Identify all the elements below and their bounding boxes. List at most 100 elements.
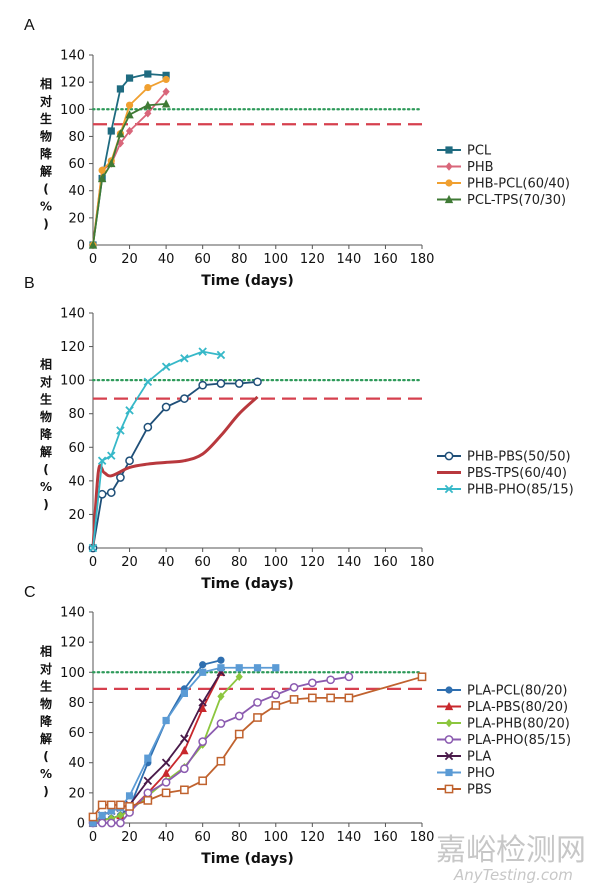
legend-entry: PHO	[437, 766, 495, 781]
x-tick-label: 120	[300, 252, 325, 267]
data-point	[161, 99, 171, 108]
y-axis-title-char: 解	[40, 444, 52, 459]
data-point	[162, 71, 170, 79]
y-tick-label: 120	[60, 76, 85, 91]
y-axis-title-char: )	[43, 498, 48, 512]
data-point	[253, 713, 262, 722]
data-point	[143, 796, 153, 805]
data-point	[234, 729, 244, 739]
y-axis-title-char: 降	[40, 146, 53, 161]
data-point	[125, 456, 134, 466]
data-point	[107, 127, 115, 135]
legend-swatch-marker	[445, 718, 453, 728]
y-tick-label: 40	[68, 184, 85, 199]
y-tick-label: 20	[68, 786, 85, 801]
data-point	[143, 422, 153, 432]
data-point	[125, 792, 134, 800]
y-tick-label: 40	[68, 756, 85, 771]
x-tick-label: 40	[158, 555, 175, 570]
x-tick-label: 180	[410, 555, 435, 570]
y-tick-label: 100	[60, 103, 85, 118]
data-point	[216, 756, 226, 766]
data-point	[199, 668, 207, 676]
series-line	[92, 350, 222, 549]
y-tick-label: 0	[77, 542, 85, 557]
legend-entry: PCL	[437, 144, 492, 159]
legend-swatch-marker	[445, 162, 453, 171]
data-point	[125, 802, 134, 811]
panel-a: A 0 20 40 60 80 100 120 140 0 20 40 60 80 100 120 140 160…	[24, 17, 570, 289]
data-point	[125, 126, 134, 136]
x-tick-label: 180	[410, 252, 435, 267]
series-line	[91, 395, 259, 549]
legend-label: PLA-PHO(85/15)	[467, 733, 571, 748]
data-point	[116, 426, 125, 435]
data-point	[143, 100, 153, 109]
legend-entry: PCL-TPS(70/30)	[437, 193, 566, 208]
data-point	[88, 543, 98, 553]
y-axis-title-char: 物	[40, 409, 52, 424]
x-tick-label: 20	[121, 252, 138, 267]
data-point	[106, 488, 116, 497]
data-point	[161, 768, 171, 777]
data-point	[235, 672, 243, 682]
y-axis-title-char: %	[40, 767, 52, 781]
data-point	[97, 818, 107, 828]
legend-entry: PHB-PHO(85/15)	[437, 483, 574, 498]
data-point	[289, 683, 299, 692]
legend-swatch-marker	[444, 701, 454, 711]
x-tick-label: 0	[89, 252, 97, 267]
y-axis-title: 相对生物降解 (%)	[40, 357, 53, 512]
data-point	[180, 764, 189, 774]
x-tick-label: 160	[373, 830, 398, 845]
data-point	[216, 379, 226, 388]
data-point	[106, 818, 116, 828]
data-point	[217, 692, 225, 701]
y-axis-title-char: 解	[40, 164, 52, 179]
data-point	[198, 380, 208, 390]
legend-swatch-marker	[444, 751, 454, 761]
data-point	[344, 672, 354, 682]
data-point	[344, 693, 354, 703]
x-tick-label: 40	[158, 252, 175, 267]
legend-label: PLA-PCL(80/20)	[467, 684, 567, 699]
data-point	[125, 74, 134, 82]
x-axis-title: Time (days)	[201, 851, 294, 867]
data-point	[144, 83, 152, 92]
legend-swatch-marker	[444, 484, 454, 494]
data-point	[307, 693, 317, 703]
legend-label: PHB-PCL(60/40)	[467, 177, 570, 192]
series-line	[92, 380, 258, 549]
legend-entry: PBS-TPS(60/40)	[437, 466, 567, 481]
series-PBS-TPS(60/40)	[91, 395, 259, 549]
legend-swatch-marker	[445, 179, 453, 187]
x-tick-label: 160	[373, 252, 398, 267]
data-point	[116, 129, 125, 138]
legend-entry: PHB-PCL(60/40)	[437, 177, 570, 192]
legend-label: PBS-TPS(60/40)	[467, 466, 567, 481]
y-tick-label: 140	[60, 606, 85, 621]
y-axis-title-char: )	[43, 217, 48, 231]
panel-letter: A	[24, 17, 35, 34]
series-PLA-PHO(85/15)	[88, 672, 354, 828]
series-PHB-PHO(85/15)	[88, 347, 226, 553]
x-tick-label: 120	[300, 555, 325, 570]
y-tick-label: 120	[60, 636, 85, 651]
data-point	[162, 87, 170, 96]
y-tick-label: 0	[77, 239, 85, 254]
y-axis-title-char: 对	[40, 94, 52, 109]
data-point	[88, 812, 98, 822]
data-point	[116, 85, 125, 93]
data-point	[216, 719, 226, 728]
data-point	[144, 754, 152, 762]
y-axis-title-char: 解	[40, 731, 52, 746]
y-tick-label: 60	[68, 726, 85, 741]
legend-entry: PLA-PHB(80/20)	[437, 717, 570, 732]
data-point	[198, 703, 207, 713]
series-line	[92, 675, 423, 818]
x-tick-label: 140	[336, 555, 361, 570]
legend-swatch-marker	[444, 784, 454, 794]
x-tick-label: 60	[194, 830, 211, 845]
series-PHB-PBS(50/50)	[88, 377, 262, 553]
